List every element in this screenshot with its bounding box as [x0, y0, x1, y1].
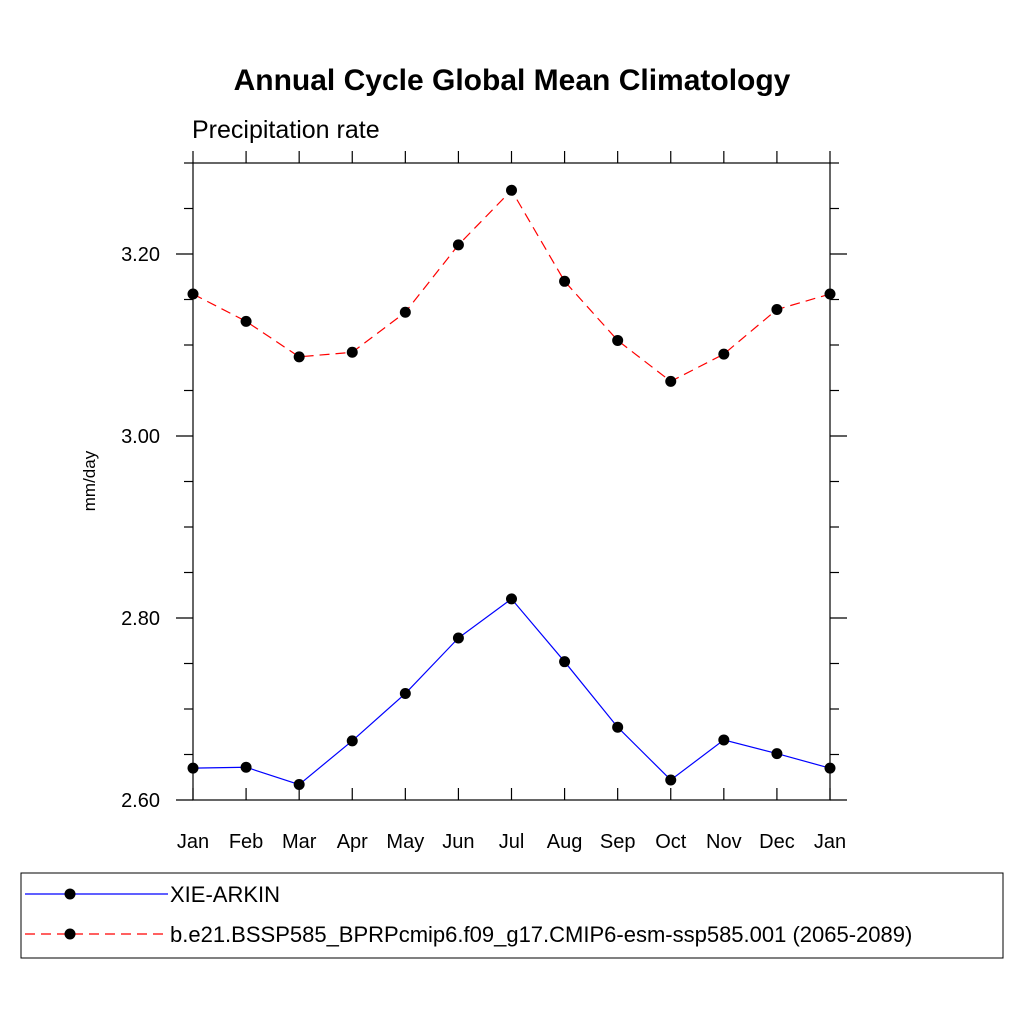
data-point: [506, 593, 517, 605]
legend: [20, 872, 1004, 959]
data-point: [824, 288, 836, 300]
series-line: [192, 598, 831, 786]
data-point: [399, 688, 411, 700]
legend-entries: XIE-ARKIN b.e21.BSSP585_BPRPcmip6.f09_g17…: [25, 882, 912, 947]
data-point: [187, 762, 199, 774]
legend-label: b.e21.BSSP585_BPRPcmip6.f09_g17.CMIP6-es…: [170, 922, 912, 947]
x-tick-label: May: [386, 831, 424, 853]
x-tick-label: Jan: [177, 831, 209, 853]
legend-marker: [64, 928, 76, 940]
x-tick-label: Feb: [229, 831, 263, 853]
data-point: [771, 748, 783, 760]
data-point: [771, 304, 783, 316]
x-tick-label: Mar: [282, 831, 317, 853]
data-point: [612, 334, 624, 346]
data-point: [346, 346, 358, 358]
y-tick-labels: 2.60 2.80 3.00 3.20: [121, 244, 160, 812]
y-tick-label: 3.00: [121, 426, 160, 448]
data-point: [665, 375, 677, 387]
chart-title: Annual Cycle Global Mean Climatology: [234, 64, 791, 97]
legend-label: XIE-ARKIN: [170, 882, 280, 907]
y-tick-label: 2.60: [121, 790, 160, 812]
series-layer: [187, 184, 836, 791]
y-axis-label: mm/day: [80, 450, 99, 511]
x-tick-label: Dec: [759, 831, 795, 853]
data-point: [240, 761, 252, 773]
data-point: [559, 656, 571, 668]
x-tick-label: Oct: [655, 831, 687, 853]
x-tick-label: Jun: [442, 831, 474, 853]
data-point: [612, 721, 624, 733]
series-line: [192, 189, 831, 383]
data-point: [718, 734, 730, 746]
x-tick-label: Jan: [814, 831, 846, 853]
data-point: [293, 351, 305, 363]
data-point: [240, 315, 252, 327]
data-point: [452, 632, 464, 644]
series-model: [187, 184, 836, 387]
data-point: [187, 288, 199, 300]
axis-ticks: [176, 151, 847, 801]
data-point: [506, 184, 517, 196]
series-observed: [187, 593, 836, 791]
data-point: [559, 275, 571, 287]
data-point: [718, 348, 730, 360]
y-tick-label: 2.80: [121, 608, 160, 630]
x-tick-label: Sep: [600, 831, 636, 853]
data-point: [824, 762, 836, 774]
chart-subtitle: Precipitation rate: [192, 116, 380, 144]
plot-frame: [192, 162, 831, 801]
x-tick-label: Apr: [337, 831, 368, 853]
x-tick-label: Aug: [547, 831, 583, 853]
y-tick-label: 3.20: [121, 244, 160, 266]
x-tick-labels: Jan Feb Mar Apr May Jun Jul Aug Sep Oct Nov Dec Jan: [177, 831, 846, 853]
data-point: [293, 779, 305, 791]
legend-marker: [64, 888, 76, 900]
x-tick-label: Nov: [706, 831, 742, 853]
data-point: [452, 239, 464, 251]
data-point: [346, 735, 358, 747]
data-point: [665, 774, 677, 786]
data-point: [399, 306, 411, 318]
x-tick-label: Jul: [499, 831, 525, 853]
